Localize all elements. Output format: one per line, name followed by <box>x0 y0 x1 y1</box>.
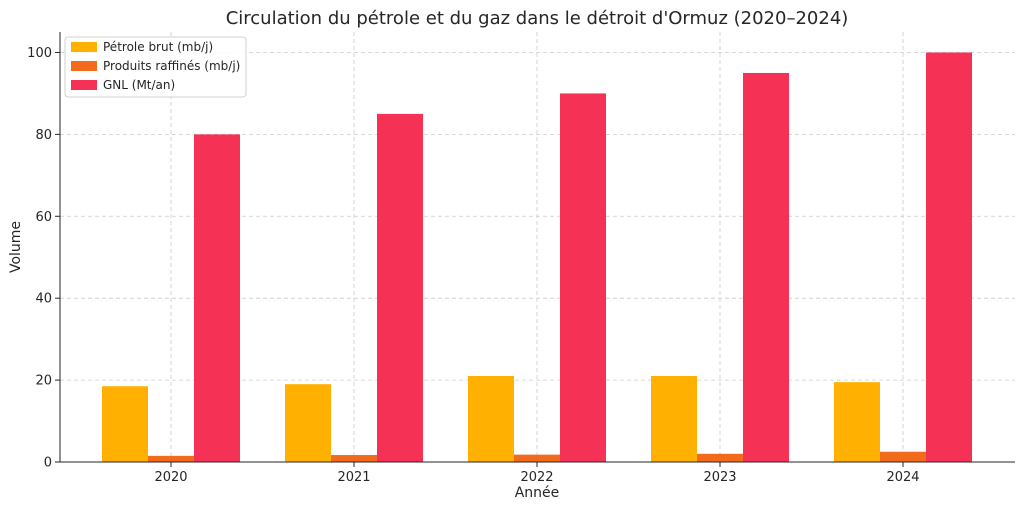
bar-series-0-2021 <box>285 384 331 462</box>
legend-label: Produits raffinés (mb/j) <box>103 59 240 73</box>
x-tick-label: 2023 <box>703 470 736 485</box>
y-tick-label: 0 <box>44 456 52 471</box>
bar-series-0-2020 <box>102 386 148 462</box>
tick-labels: 0 20 40 60 80 100 2020 2021 2022 2023 2024 <box>27 46 919 485</box>
x-axis-label: Année <box>515 485 560 501</box>
bar-series-0-2023 <box>651 376 697 462</box>
bar-series-1-2023 <box>697 453 743 462</box>
y-tick-label: 20 <box>35 374 52 389</box>
y-tick-label: 40 <box>35 292 52 307</box>
bar-series-2-2024 <box>926 52 972 462</box>
legend-frame <box>64 36 247 98</box>
legend-label: GNL (Mt/an) <box>103 78 175 92</box>
bar-series-2-2020 <box>194 134 240 462</box>
bar-series-2-2021 <box>377 113 423 463</box>
bar-series-0-2024 <box>834 382 880 462</box>
chart-title: Circulation du pétrole et du gaz dans le… <box>226 8 849 29</box>
legend: Pétrole brut (mb/j) Produits raffinés (mb… <box>64 36 247 98</box>
y-tick-label: 100 <box>27 46 52 61</box>
bar-series-1-2024 <box>880 451 926 462</box>
bars <box>102 52 972 463</box>
x-tick-label: 2021 <box>337 470 370 485</box>
y-axis-label: Volume <box>8 221 24 273</box>
legend-label: Pétrole brut (mb/j) <box>103 40 213 54</box>
y-tick-label: 60 <box>35 210 52 225</box>
legend-swatch <box>71 61 97 71</box>
legend-swatch <box>71 80 97 90</box>
y-tick-label: 80 <box>35 128 52 143</box>
legend-swatch <box>71 42 97 52</box>
x-tick-label: 2020 <box>154 470 187 485</box>
x-tick-label: 2022 <box>520 470 553 485</box>
x-tick-label: 2024 <box>886 470 919 485</box>
bar-series-1-2021 <box>331 455 377 462</box>
bar-series-2-2022 <box>560 93 606 462</box>
bar-series-1-2022 <box>514 454 560 462</box>
bar-series-0-2022 <box>468 376 514 462</box>
bar-series-2-2023 <box>743 72 789 462</box>
bar-series-1-2020 <box>148 455 194 462</box>
